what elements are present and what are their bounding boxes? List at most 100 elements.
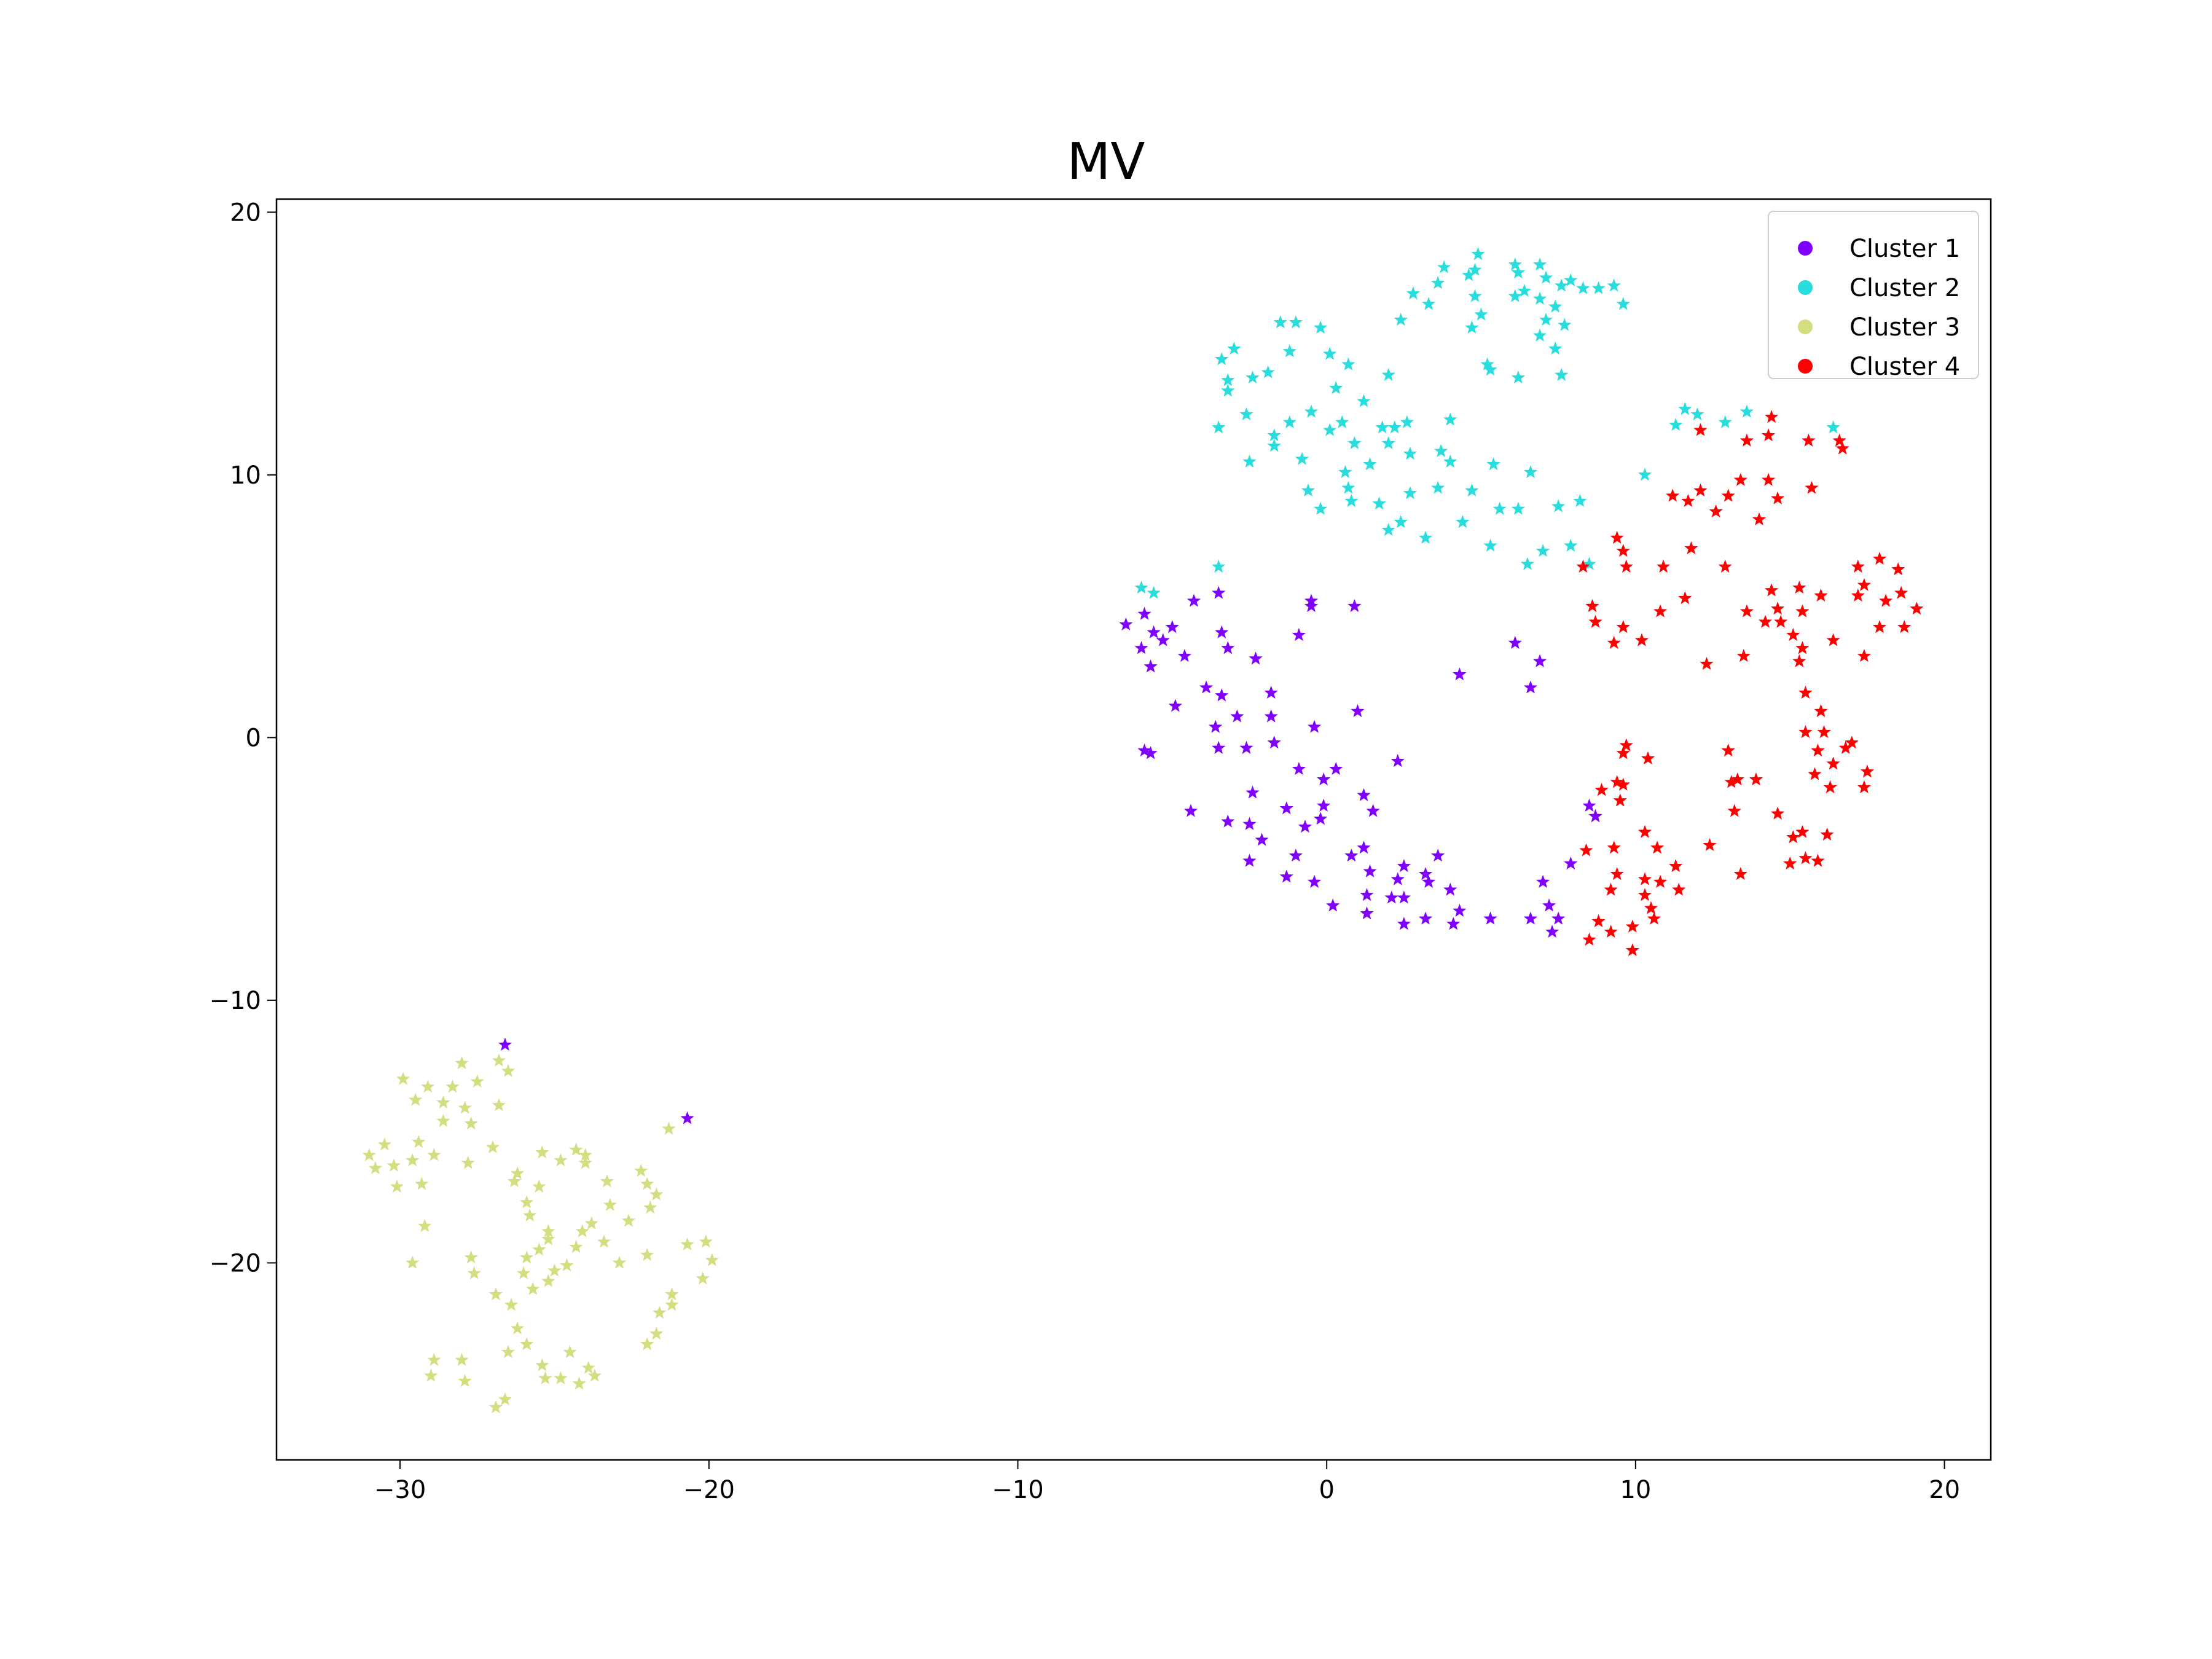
data-point-cluster-2	[1532, 257, 1547, 271]
legend-label-cluster-4: Cluster 4	[1849, 353, 1960, 381]
data-point-cluster-1	[1313, 812, 1328, 825]
data-point-cluster-3	[412, 1134, 426, 1148]
data-point-cluster-1	[1523, 680, 1538, 694]
data-point-cluster-2	[1313, 320, 1328, 334]
data-point-cluster-4	[1594, 783, 1609, 796]
data-point-cluster-2	[1548, 299, 1563, 313]
data-point-cluster-2	[1669, 417, 1683, 431]
data-point-cluster-2	[1826, 420, 1840, 434]
data-point-cluster-2	[1221, 383, 1235, 397]
data-point-cluster-2	[1434, 444, 1448, 457]
data-point-cluster-2	[1375, 420, 1389, 434]
data-point-cluster-4	[1647, 911, 1661, 925]
data-point-cluster-4	[1811, 743, 1825, 757]
legend: Cluster 1 Cluster 2 Cluster 3 Cluster 4	[1768, 211, 1979, 381]
data-point-cluster-4	[1764, 410, 1779, 423]
data-point-cluster-4	[1733, 473, 1747, 486]
data-point-cluster-4	[1878, 594, 1893, 607]
data-point-cluster-2	[1718, 415, 1732, 428]
data-point-cluster-3	[581, 1360, 595, 1374]
data-point-cluster-1	[1177, 649, 1192, 662]
data-point-cluster-4	[1758, 614, 1773, 628]
data-point-cluster-1	[1304, 598, 1319, 613]
legend-marker-cluster-3	[1798, 320, 1813, 334]
data-point-cluster-4	[1770, 806, 1785, 820]
data-point-cluster-4	[1644, 901, 1658, 914]
data-point-cluster-1	[1329, 761, 1343, 775]
x-tick-label: 20	[1929, 1476, 1960, 1504]
y-tick-label: 10	[230, 461, 261, 490]
data-point-cluster-1	[1390, 754, 1405, 767]
data-point-cluster-1	[1483, 911, 1497, 925]
data-point-cluster-3	[418, 1218, 432, 1232]
data-point-cluster-3	[455, 1056, 469, 1069]
data-point-cluster-3	[541, 1274, 555, 1287]
data-point-cluster-1	[1431, 849, 1445, 862]
data-point-cluster-2	[1465, 483, 1479, 496]
data-point-cluster-4	[1857, 578, 1872, 591]
data-point-cluster-4	[1795, 641, 1810, 654]
data-point-cluster-2	[1344, 493, 1359, 508]
data-point-cluster-4	[1656, 559, 1671, 573]
data-point-cluster-3	[390, 1179, 404, 1193]
data-point-cluster-4	[1891, 562, 1905, 576]
data-point-cluster-4	[1700, 657, 1714, 670]
data-point-cluster-1	[1279, 869, 1293, 883]
data-point-cluster-3	[699, 1234, 713, 1248]
data-point-cluster-1	[1545, 924, 1559, 938]
data-point-cluster-4	[1739, 604, 1754, 618]
data-point-cluster-1	[1551, 911, 1566, 925]
data-point-cluster-1	[1588, 809, 1602, 823]
data-point-cluster-2	[1573, 493, 1587, 508]
data-point-cluster-4	[1752, 512, 1767, 525]
legend-marker-cluster-4	[1798, 359, 1813, 374]
data-point-cluster-2	[1576, 281, 1590, 294]
data-point-cluster-4	[1625, 943, 1640, 957]
data-point-cluster-2	[1400, 415, 1414, 428]
data-point-cluster-2	[1443, 454, 1457, 468]
data-point-cluster-4	[1820, 827, 1834, 841]
data-point-cluster-2	[1215, 352, 1229, 366]
data-point-cluster-2	[1564, 273, 1578, 286]
data-point-cluster-4	[1619, 559, 1633, 573]
data-point-cluster-3	[520, 1337, 534, 1351]
data-point-cluster-3	[532, 1242, 546, 1256]
data-point-cluster-4	[1845, 735, 1859, 749]
x-tick-label: −10	[992, 1476, 1043, 1504]
data-point-cluster-4	[1637, 872, 1652, 885]
data-point-cluster-2	[1539, 270, 1553, 284]
data-point-cluster-2	[1511, 501, 1526, 515]
data-point-cluster-3	[362, 1148, 376, 1161]
data-point-cluster-2	[1381, 367, 1395, 381]
x-axis: −30 −20 −10 0 10 20	[374, 1460, 1960, 1504]
data-point-cluster-1	[1397, 917, 1411, 930]
data-point-cluster-4	[1814, 588, 1828, 602]
data-point-cluster-2	[1517, 283, 1532, 297]
data-point-cluster-3	[526, 1282, 540, 1295]
data-point-cluster-2	[1431, 480, 1445, 494]
data-point-cluster-3	[662, 1121, 676, 1135]
data-point-cluster-3	[705, 1253, 719, 1266]
data-point-cluster-1	[498, 1037, 512, 1051]
data-point-cluster-2	[1535, 544, 1550, 557]
data-point-cluster-1	[1304, 594, 1319, 607]
data-point-cluster-2	[1347, 436, 1362, 450]
data-point-cluster-2	[1558, 318, 1572, 331]
data-point-cluster-2	[1304, 404, 1319, 418]
data-point-cluster-4	[1857, 649, 1872, 662]
data-point-cluster-4	[1783, 856, 1797, 870]
data-point-cluster-1	[1168, 699, 1183, 712]
data-point-cluster-2	[1690, 407, 1704, 420]
data-point-cluster-2	[1387, 420, 1402, 434]
data-point-cluster-2	[1431, 276, 1445, 289]
data-point-cluster-3	[600, 1174, 614, 1188]
data-point-cluster-1	[1137, 743, 1151, 757]
data-point-cluster-4	[1730, 772, 1744, 786]
data-point-cluster-2	[1406, 286, 1421, 300]
data-point-cluster-3	[563, 1344, 577, 1359]
data-point-cluster-4	[1774, 614, 1788, 628]
data-point-cluster-2	[1486, 457, 1500, 471]
data-point-cluster-3	[665, 1287, 679, 1301]
data-point-cluster-2	[1323, 347, 1337, 360]
data-point-cluster-4	[1576, 559, 1590, 573]
